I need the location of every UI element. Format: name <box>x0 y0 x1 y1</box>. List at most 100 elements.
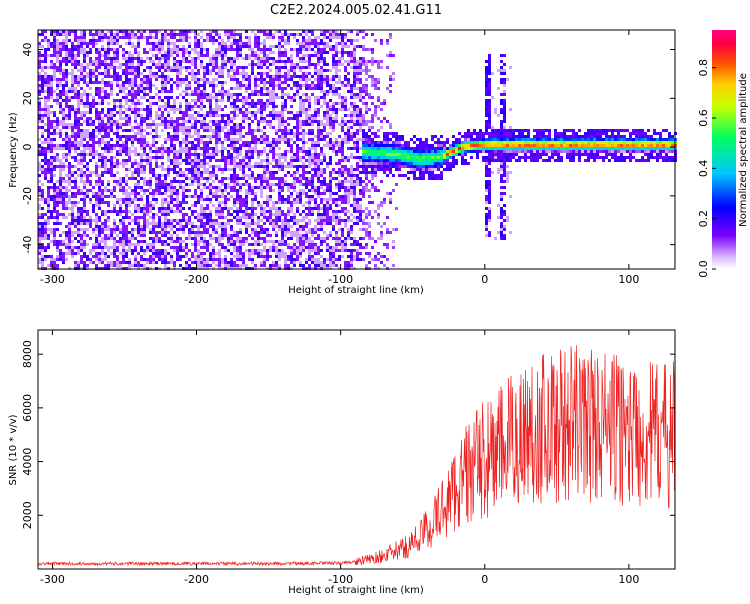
spectrogram-cell <box>98 159 101 162</box>
spectrogram-cell <box>281 165 284 168</box>
spectrogram-cell <box>92 228 95 231</box>
spectrogram-cell <box>221 69 224 72</box>
spectrogram-cell <box>65 141 68 144</box>
spectrogram-cell <box>263 150 266 153</box>
spectrogram-cell <box>209 105 212 108</box>
spectrogram-cell <box>134 150 137 153</box>
spectrogram-cell <box>206 240 209 243</box>
spectrogram-cell <box>41 78 44 81</box>
spectrogram-cell <box>146 243 149 246</box>
spectrogram-cell <box>212 252 215 255</box>
spectrogram-cell <box>98 87 101 90</box>
spectrogram-cell <box>287 132 290 135</box>
spectrogram-cell <box>221 150 224 153</box>
spectrogram-cell <box>314 111 317 114</box>
spectrogram-cell <box>116 129 119 132</box>
spectrogram-cell <box>224 195 227 198</box>
spectrogram-cell <box>98 192 101 195</box>
spectrogram-cell <box>107 84 110 87</box>
spectrogram-cell <box>95 75 98 78</box>
spectrogram-cell <box>308 246 311 249</box>
spectrogram-cell <box>260 111 263 114</box>
spectrogram-cell <box>278 135 281 138</box>
spectrogram-cell <box>215 144 218 147</box>
spectrogram-cell <box>83 195 86 198</box>
spectrogram-cell <box>98 180 101 183</box>
spectrogram-cell <box>260 237 263 240</box>
spectrogram-cell <box>152 96 155 99</box>
spectrogram-cell <box>275 159 278 162</box>
spectrogram-cell <box>116 99 119 102</box>
spectrogram-cell <box>188 87 191 90</box>
spectrogram-cell <box>284 219 287 222</box>
spectrogram-cell <box>266 171 269 174</box>
spectrogram-cell <box>89 87 92 90</box>
spectrogram-cell <box>296 93 299 96</box>
spectrogram-cell <box>50 213 53 216</box>
spectrogram-cell <box>38 228 41 231</box>
spectrogram-cell <box>182 60 185 63</box>
spectrogram-cell <box>65 135 68 138</box>
spectrogram-cell <box>224 225 227 228</box>
spectrogram-cell <box>140 189 143 192</box>
spectrogram-cell <box>125 147 128 150</box>
spectrogram-cell <box>176 87 179 90</box>
spectrogram-cell <box>203 165 206 168</box>
spectrogram-cell <box>200 165 203 168</box>
spectrogram-cell <box>161 258 164 261</box>
spectrogram-cell <box>179 144 182 147</box>
spectrogram-cell <box>248 252 251 255</box>
spectrogram-cell <box>296 207 299 210</box>
spectrogram-cell <box>83 132 86 135</box>
spectrogram-cell <box>233 63 236 66</box>
spectrogram-cell <box>257 123 260 126</box>
spectrogram-cell <box>296 90 299 93</box>
spectrogram-cell <box>263 63 266 66</box>
spectrogram-cell <box>164 69 167 72</box>
spectrogram-cell <box>101 102 104 105</box>
spectrogram-cell <box>278 159 281 162</box>
spectrogram-cell <box>110 90 113 93</box>
spectrogram-cell <box>149 69 152 72</box>
spectrogram-cell <box>320 219 323 222</box>
spectrogram-cell <box>59 54 62 57</box>
spectrogram-cell <box>272 138 275 141</box>
spectrogram-cell <box>311 93 314 96</box>
spectrogram-cell <box>149 222 152 225</box>
spectrogram-cell <box>317 204 320 207</box>
spectrogram-cell <box>158 45 161 48</box>
spectrogram-cell <box>212 36 215 39</box>
spectrogram-cell <box>143 228 146 231</box>
spectrogram-cell <box>89 219 92 222</box>
spectrogram-cell <box>254 213 257 216</box>
spectrogram-cell <box>143 189 146 192</box>
spectrogram-cell <box>77 246 80 249</box>
spectrogram-cell <box>266 141 269 144</box>
spectrogram-cell <box>137 93 140 96</box>
spectrogram-cell <box>245 195 248 198</box>
spectrogram-cell <box>161 117 164 120</box>
spectrogram-cell <box>257 42 260 45</box>
spectrogram-cell <box>224 42 227 45</box>
spectrogram-cell <box>113 210 116 213</box>
spectrogram-cell <box>224 156 227 159</box>
spectrogram-cell <box>161 213 164 216</box>
spectrogram-cell <box>68 225 71 228</box>
spectrogram-cell <box>167 126 170 129</box>
spectrogram-cell <box>233 210 236 213</box>
spectrogram-cell <box>167 183 170 186</box>
spectrogram-cell <box>53 216 56 219</box>
spectrogram-cell <box>281 66 284 69</box>
spectrogram-cell <box>62 72 65 75</box>
spectrogram-cell <box>248 123 251 126</box>
spectrogram-cell <box>233 246 236 249</box>
spectrogram-cell <box>116 51 119 54</box>
spectrogram-cell <box>68 114 71 117</box>
spectrogram-cell <box>122 123 125 126</box>
spectrogram-cell <box>116 261 119 264</box>
spectrogram-cell <box>47 129 50 132</box>
spectrogram-cell <box>119 123 122 126</box>
spectrogram-cell <box>71 213 74 216</box>
spectrogram-cell <box>227 156 230 159</box>
spectrogram-cell <box>89 60 92 63</box>
